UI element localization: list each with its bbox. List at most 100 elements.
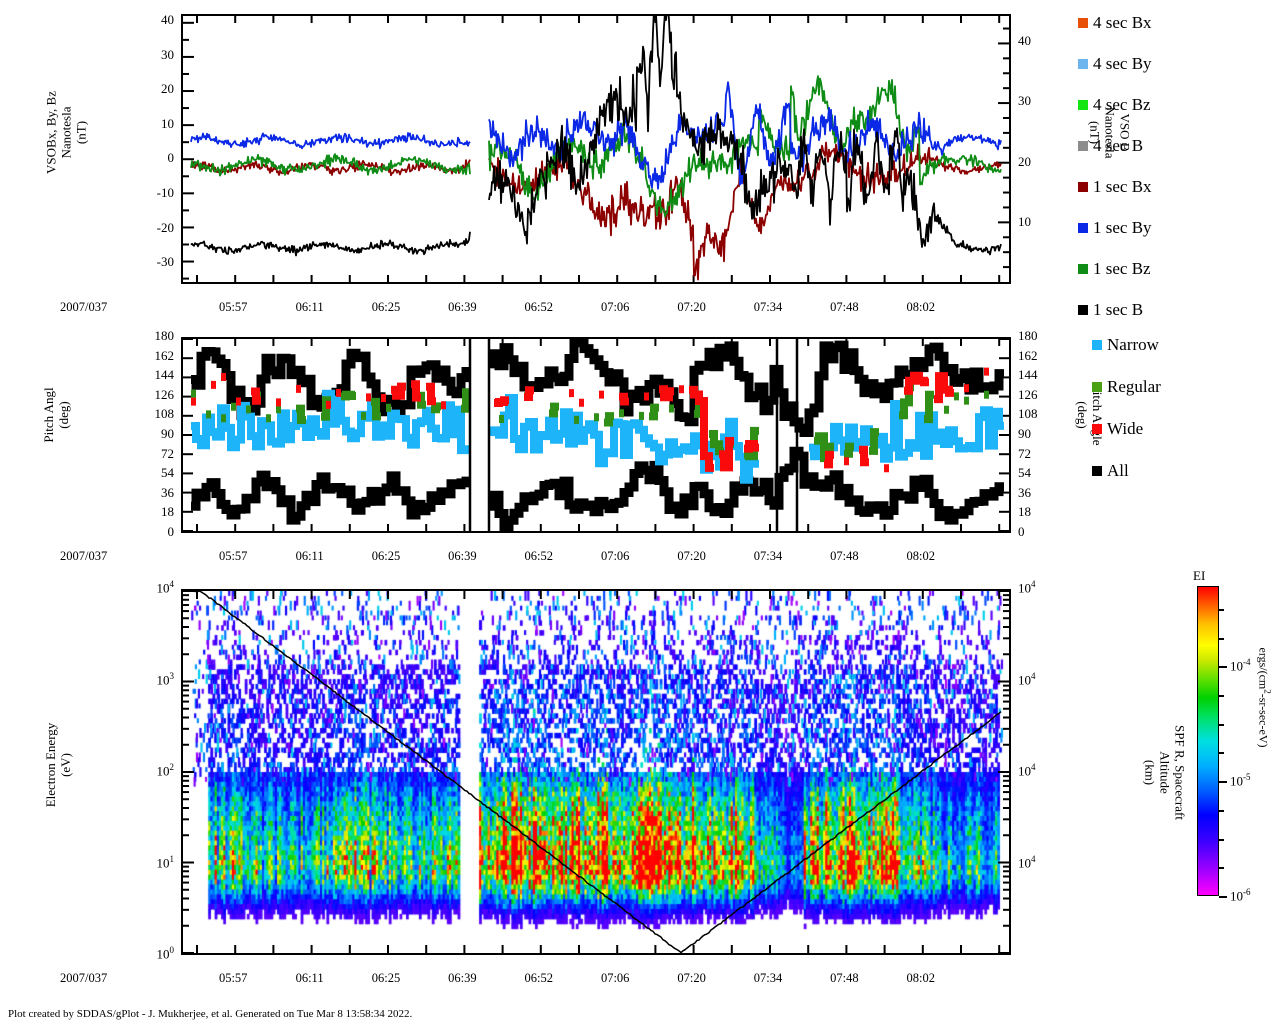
legend-item-1-sec-by[interactable]: 1 sec By: [1078, 219, 1152, 236]
magnetic-field-panel: [181, 14, 1011, 284]
panel2-time-tick-8: 07:48: [830, 549, 859, 563]
panel3-right-axis-line3: (km): [1142, 759, 1158, 786]
legend-label-6: 1 sec Bz: [1093, 259, 1151, 278]
panel3-left-axis-label: Electron Energy (eV): [0, 723, 128, 808]
legend-label-8: Narrow: [1107, 335, 1159, 354]
panel1-left-axis-line1: VSOBx, By, Bz: [43, 91, 59, 174]
legend-swatch-6: [1078, 263, 1088, 274]
legend-swatch-1: [1078, 58, 1088, 69]
panel2-time-tick-6: 07:20: [677, 549, 706, 563]
panel3-time-tick-1: 06:11: [295, 971, 324, 985]
colorbar-minor-tick: [1219, 867, 1224, 870]
legend-swatch-0: [1078, 17, 1088, 28]
panel3-ytick-right-3: 104: [1018, 670, 1036, 687]
legend-item-4-sec-b[interactable]: 4 sec B: [1078, 137, 1143, 154]
legend-label-9: Regular: [1107, 377, 1161, 396]
legend-item-all[interactable]: All: [1092, 462, 1129, 479]
panel1-ytick-left-6: 30: [161, 46, 174, 62]
panel2-ytick-right-5: 90: [1018, 426, 1031, 441]
legend-label-10: Wide: [1107, 419, 1144, 438]
panel2-left-axis-line2: (deg): [56, 401, 71, 429]
footer-credit: Plot created by SDDAS/gPlot - J. Mukherj…: [8, 1008, 413, 1020]
panel1-time-tick-8: 07:48: [830, 300, 859, 314]
legend-item-1-sec-bz[interactable]: 1 sec Bz: [1078, 260, 1151, 277]
legend-label-7: 1 sec B: [1093, 300, 1144, 319]
legend-swatch-11: [1092, 465, 1102, 476]
colorbar-unit-prefix: ergs/(cm: [1256, 647, 1271, 690]
colorbar-tick-0: [1219, 666, 1227, 669]
panel1-ytick-left-1: -20: [156, 219, 174, 235]
panel1-time-tick-9: 08:02: [906, 300, 936, 314]
panel1-ytick-left-4: 10: [161, 115, 174, 131]
pitch-angle-panel: [181, 337, 1011, 533]
legend-item-1-sec-bx[interactable]: 1 sec Bx: [1078, 178, 1152, 195]
panel1-ytick-right-2: 30: [1018, 93, 1031, 109]
legend-item-wide[interactable]: Wide: [1092, 420, 1143, 437]
panel2-ytick-right-8: 144: [1018, 367, 1038, 383]
panel2-time-tick-1: 06:11: [295, 549, 324, 563]
panel1-ytick-right-1: 20: [1018, 153, 1031, 169]
colorbar-minor-tick: [1219, 752, 1224, 755]
legend-item-1-sec-b[interactable]: 1 sec B: [1078, 301, 1143, 318]
legend-swatch-2: [1078, 99, 1088, 110]
panel2-time-tick-2: 06:25: [371, 549, 401, 563]
panel1-ytick-right-0: 10: [1018, 214, 1031, 230]
panel3-ytick-left-0: 100: [156, 945, 175, 962]
colorbar-tick-label-1: 10-5: [1230, 772, 1251, 789]
panel2-ytick-left-7: 126: [154, 386, 175, 402]
panel2-ytick-right-9: 162: [1018, 347, 1038, 363]
panel2-ytick-left-4: 72: [161, 445, 174, 461]
panel2-ytick-left-1: 18: [161, 504, 174, 520]
spectrogram-canvas: [183, 591, 1009, 953]
colorbar-unit-label: ergs/(cm2-sr-sec-eV): [1205, 648, 1280, 748]
panel1-left-axis-label: VSOBx, By, Bz Nanotesla (nT): [0, 91, 136, 174]
panel2-left-axis-line1: Pitch Angl: [41, 387, 56, 443]
legend-item-4-sec-bz[interactable]: 4 sec Bz: [1078, 96, 1151, 113]
colorbar-minor-tick: [1219, 809, 1224, 812]
series-legend: 4 sec Bx 4 sec By 4 sec Bz 4 sec B 1 sec Bx 1…: [1078, 14, 1278, 514]
panel1-ytick-left-0: -30: [156, 254, 174, 270]
panel2-ytick-right-3: 54: [1018, 465, 1031, 481]
legend-label-11: All: [1107, 461, 1129, 480]
legend-item-narrow[interactable]: Narrow: [1092, 336, 1159, 353]
panel1-time-tick-1: 06:11: [295, 300, 324, 314]
panel3-left-axis-line2: (eV): [58, 753, 73, 777]
colorbar-title: EI: [1193, 568, 1206, 583]
legend-swatch-3: [1078, 140, 1088, 151]
legend-label-4: 1 sec Bx: [1093, 177, 1152, 196]
panel3-ytick-left-3: 103: [156, 670, 175, 687]
colorbar-minor-tick: [1219, 608, 1224, 611]
panel2-ytick-left-8: 144: [154, 367, 175, 383]
panel1-time-tick-2: 06:25: [371, 300, 401, 314]
legend-swatch-9: [1092, 381, 1102, 392]
panel1-ytick-left-2: -10: [156, 185, 174, 200]
colorbar-tick-label-0: 10-4: [1230, 657, 1251, 674]
legend-label-3: 4 sec B: [1093, 136, 1144, 155]
panel2-ytick-right-0: 0: [1018, 524, 1025, 539]
panel2-time-tick-5: 07:06: [600, 549, 630, 563]
panel3-left-axis-line1: Electron Energy: [43, 722, 58, 808]
panel1-time-tick-3: 06:39: [448, 300, 477, 314]
panel3-ytick-left-4: 104: [156, 579, 175, 596]
panel1-ytick-left-3: 0: [167, 150, 175, 166]
colorbar-minor-tick: [1219, 695, 1224, 698]
panel2-ytick-left-2: 36: [161, 484, 174, 500]
colorbar-group: EI 10-4 10-5 10-6 ergs/(cm2-sr-sec-eV): [1185, 568, 1280, 928]
panel3-time-tick-3: 06:39: [448, 971, 477, 985]
colorbar-minor-tick: [1219, 723, 1224, 726]
legend-item-4-sec-bx[interactable]: 4 sec Bx: [1078, 14, 1152, 31]
panel2-ytick-left-9: 162: [154, 347, 175, 363]
panel2-ytick-left-0: 0: [167, 524, 175, 539]
legend-item-regular[interactable]: Regular: [1092, 378, 1161, 395]
legend-item-4-sec-by[interactable]: 4 sec By: [1078, 55, 1152, 72]
panel3-time-tick-2: 06:25: [371, 971, 401, 985]
colorbar-minor-tick: [1219, 838, 1224, 841]
panel2-time-tick-0: 05:57: [218, 549, 248, 563]
panel1-time-tick-7: 07:34: [753, 300, 783, 314]
colorbar-tick-label-2: 10-6: [1230, 887, 1251, 904]
panel3-ytick-right-2: 104: [1018, 762, 1036, 779]
panel2-ytick-right-7: 126: [1018, 386, 1038, 402]
legend-swatch-7: [1078, 304, 1088, 315]
panel3-time-tick-7: 07:34: [753, 971, 783, 985]
panel1-date-label: 2007/037: [60, 300, 108, 314]
